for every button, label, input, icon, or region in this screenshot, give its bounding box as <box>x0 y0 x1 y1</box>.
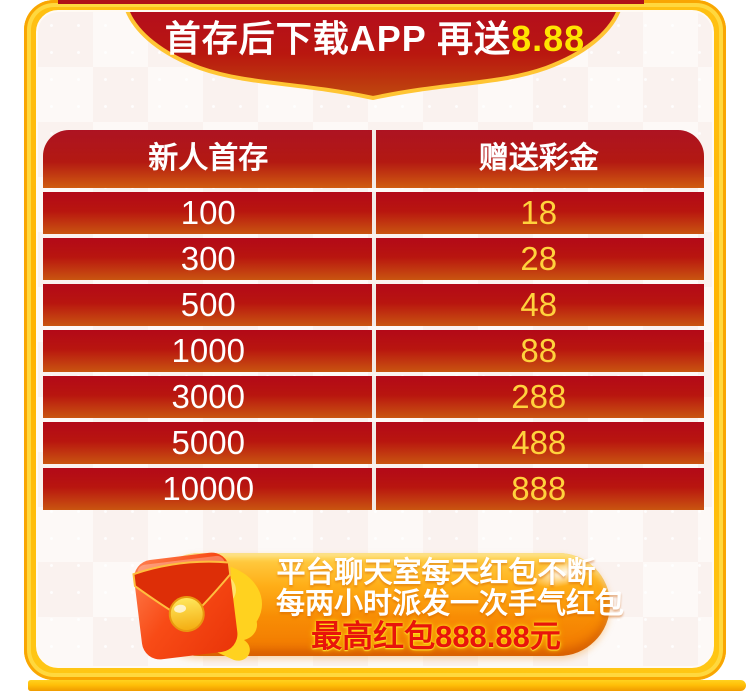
top-banner[interactable]: 首存后下载APP 再送8.88 <box>38 20 712 58</box>
header-deposit: 新人首存 <box>148 142 269 175</box>
header-bonus: 赠送彩金 <box>478 142 599 175</box>
table-header-row: 新人首存 赠送彩金 <box>43 130 704 188</box>
column-divider <box>371 192 376 234</box>
deposit-bonus-table: 新人首存 赠送彩金 100 18 300 28 500 48 <box>43 130 704 510</box>
table-row: 100 18 <box>43 192 704 234</box>
bonus-value: 48 <box>520 286 558 323</box>
column-divider <box>371 238 376 280</box>
deposit-value: 1000 <box>171 332 245 369</box>
red-packet-max: 最高红包888.88元 <box>311 619 561 654</box>
red-packet-line2: 每两小时派发一次手气红包 <box>276 588 625 620</box>
bonus-value: 28 <box>520 240 558 277</box>
bottom-gold-bar <box>28 680 746 691</box>
table-row: 1000 88 <box>43 330 704 372</box>
bonus-value: 288 <box>511 378 567 415</box>
column-divider <box>371 330 376 372</box>
top-ribbon-shape <box>125 12 621 101</box>
red-packet-text: 平台聊天室每天红包不断 每两小时派发一次手气红包 最高红包888.88元 <box>276 557 625 654</box>
deposit-value: 5000 <box>171 424 245 461</box>
column-divider <box>371 422 376 464</box>
table-row: 3000 288 <box>43 376 704 418</box>
column-divider <box>371 130 376 188</box>
column-divider <box>371 284 376 326</box>
top-banner-text: 首存后下载APP 再送 <box>164 18 512 59</box>
top-red-sliver <box>58 0 644 4</box>
bonus-value: 18 <box>520 194 558 231</box>
deposit-value: 500 <box>180 286 236 323</box>
table-row: 10000 888 <box>43 468 704 510</box>
deposit-value: 3000 <box>171 378 245 415</box>
deposit-value: 10000 <box>162 470 255 507</box>
deposit-value: 300 <box>180 240 236 277</box>
table-row: 300 28 <box>43 238 704 280</box>
bonus-value: 88 <box>520 332 558 369</box>
gold-frame: 首存后下载APP 再送8.88 新人首存 赠送彩金 100 18 300 28 <box>24 0 726 680</box>
deposit-value: 100 <box>180 194 236 231</box>
bonus-value: 888 <box>511 470 567 507</box>
column-divider <box>371 468 376 510</box>
red-packet-line1: 平台聊天室每天红包不断 <box>276 557 596 589</box>
top-banner-highlight: 8.88 <box>511 18 586 59</box>
table-row: 500 48 <box>43 284 704 326</box>
content-area: 首存后下载APP 再送8.88 新人首存 赠送彩金 100 18 300 28 <box>36 10 714 668</box>
red-envelope-icon <box>132 552 262 661</box>
column-divider <box>371 376 376 418</box>
table-row: 5000 488 <box>43 422 704 464</box>
bonus-value: 488 <box>511 424 567 461</box>
